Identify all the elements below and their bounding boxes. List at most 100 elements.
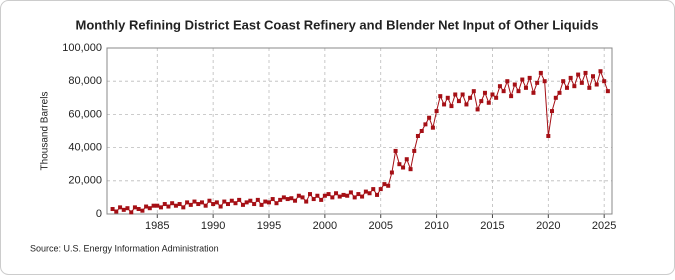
point <box>140 208 145 213</box>
point <box>278 197 283 202</box>
point <box>594 82 599 87</box>
point <box>110 207 115 212</box>
point <box>118 205 123 210</box>
point <box>166 204 171 209</box>
point <box>132 205 137 210</box>
point <box>546 133 551 138</box>
point <box>486 100 491 105</box>
point <box>389 170 394 175</box>
point <box>308 192 313 197</box>
point <box>527 75 532 80</box>
point <box>408 167 413 172</box>
point <box>319 197 324 202</box>
point <box>445 95 450 100</box>
point <box>125 206 130 211</box>
y-axis-label: Thousand Barrels <box>40 92 51 171</box>
point <box>401 165 406 170</box>
point <box>509 94 514 99</box>
point <box>605 89 610 94</box>
point <box>203 203 208 208</box>
x-tick-label: 2010 <box>424 220 448 232</box>
point <box>576 72 581 77</box>
point <box>415 133 420 138</box>
point <box>430 125 435 130</box>
point <box>572 84 577 89</box>
source: Source: U.S. Energy Information Administ… <box>30 243 219 253</box>
point <box>270 197 275 202</box>
point <box>225 202 230 207</box>
point <box>393 148 398 153</box>
y-tick-label: 20,000 <box>68 175 102 187</box>
point <box>538 70 543 75</box>
point <box>263 199 268 204</box>
point <box>520 77 525 82</box>
plot-area: 0 20,000 40,000 60,000 80,000 100,000 1985 1990… <box>62 42 616 232</box>
point <box>363 189 368 194</box>
point <box>423 122 428 127</box>
point <box>315 193 320 198</box>
point <box>456 99 461 104</box>
point <box>557 90 562 95</box>
point <box>535 80 540 85</box>
y-tick-label: 80,000 <box>68 75 102 87</box>
point <box>158 205 163 210</box>
point <box>211 202 216 207</box>
x-tick-label: 2005 <box>368 220 392 232</box>
point <box>438 94 443 99</box>
point <box>568 75 573 80</box>
point <box>281 195 286 200</box>
point <box>360 194 365 199</box>
point <box>173 203 178 208</box>
x-tick-label: 1995 <box>257 220 281 232</box>
point <box>337 194 342 199</box>
point <box>214 200 219 205</box>
point <box>434 109 439 114</box>
point <box>579 80 584 85</box>
point <box>516 89 521 94</box>
point <box>248 198 253 203</box>
point <box>233 201 238 206</box>
point <box>267 200 272 205</box>
point <box>345 193 350 198</box>
point <box>274 201 279 206</box>
point <box>207 198 212 203</box>
point <box>479 99 484 104</box>
point <box>252 202 257 207</box>
point <box>453 92 458 97</box>
point <box>501 89 506 94</box>
point <box>442 102 447 107</box>
point <box>304 199 309 204</box>
point <box>378 187 383 192</box>
point <box>244 200 249 205</box>
point <box>300 195 305 200</box>
point <box>341 192 346 197</box>
point <box>289 196 294 201</box>
point <box>322 193 327 198</box>
point <box>218 204 223 209</box>
point <box>311 197 316 202</box>
point <box>419 129 424 133</box>
point <box>468 95 473 100</box>
point <box>602 79 607 84</box>
point <box>412 148 417 153</box>
point <box>404 157 409 162</box>
point <box>240 202 245 207</box>
point <box>293 198 298 203</box>
plot-border <box>106 47 613 215</box>
point <box>464 102 469 107</box>
point <box>397 162 402 167</box>
point <box>155 203 160 208</box>
point <box>222 199 227 204</box>
y-tick-label: 60,000 <box>68 108 102 120</box>
point <box>121 207 126 212</box>
point <box>512 82 517 87</box>
point <box>144 204 149 209</box>
x-tick-label: 1990 <box>201 220 225 232</box>
point <box>237 197 242 202</box>
point <box>367 191 372 196</box>
point <box>386 183 391 188</box>
point <box>259 202 264 207</box>
point <box>375 192 380 197</box>
point <box>199 200 204 205</box>
